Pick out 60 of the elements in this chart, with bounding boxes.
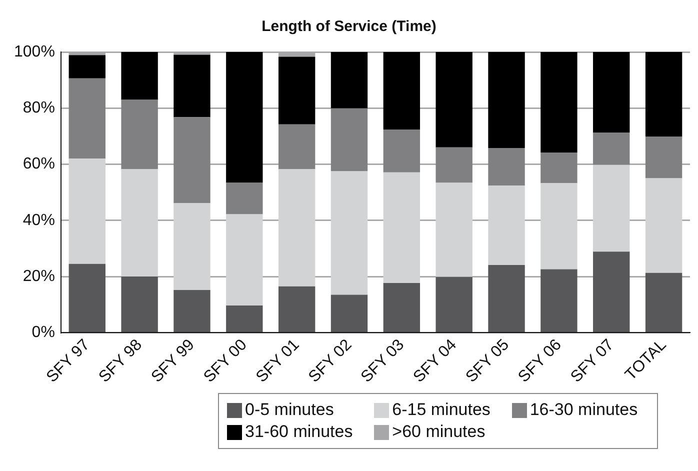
bar (121, 169, 158, 277)
bar (436, 52, 472, 148)
bar (68, 158, 106, 264)
bar (436, 147, 472, 183)
y-tick-label: 0% (32, 324, 55, 342)
bar (593, 164, 630, 252)
bar (226, 52, 263, 183)
bar (383, 52, 420, 130)
bar (540, 152, 578, 184)
bar (174, 117, 210, 204)
bar (121, 52, 158, 100)
bar (383, 172, 420, 284)
bar (645, 136, 682, 178)
bar (436, 276, 472, 332)
bar (383, 129, 420, 172)
bar (540, 269, 578, 332)
bar (436, 182, 472, 277)
bar (488, 265, 525, 332)
bar (278, 286, 316, 332)
y-tick-label: 80% (22, 100, 55, 117)
bar (226, 305, 263, 332)
legend-label: >60 minutes (392, 422, 486, 442)
bar (330, 108, 368, 172)
bar (645, 178, 682, 273)
bar (278, 124, 316, 170)
legend-label: 0-5 minutes (245, 400, 334, 420)
bar (330, 294, 368, 332)
y-tick-label: 100% (14, 43, 55, 60)
bar (645, 52, 682, 137)
bar (121, 100, 158, 170)
bar (540, 52, 578, 152)
bar (278, 169, 316, 286)
bar (121, 276, 158, 332)
bar (330, 52, 368, 108)
bar (174, 290, 210, 332)
bar (330, 171, 368, 295)
y-tick-label: 20% (22, 268, 55, 285)
bar (593, 252, 630, 332)
y-tick-label: 40% (22, 212, 55, 229)
legend-label: 16-30 minutes (530, 400, 638, 420)
bar (540, 183, 578, 270)
bar (174, 203, 210, 290)
bar (488, 52, 525, 148)
bar (488, 186, 525, 266)
legend-label: 31-60 minutes (245, 422, 353, 442)
chart-title: Length of Service (Time) (262, 18, 436, 36)
bar (593, 132, 630, 165)
bar (645, 272, 682, 332)
bar (68, 78, 106, 159)
bar (174, 54, 210, 118)
y-tick-label: 60% (22, 156, 55, 173)
bar (68, 55, 106, 78)
bar (226, 214, 263, 306)
bar (593, 52, 630, 133)
bar (226, 182, 263, 214)
legend-label: 6-15 minutes (392, 400, 490, 420)
bar (68, 264, 106, 332)
bar (383, 283, 420, 332)
bar (488, 148, 525, 186)
bar (278, 56, 316, 124)
